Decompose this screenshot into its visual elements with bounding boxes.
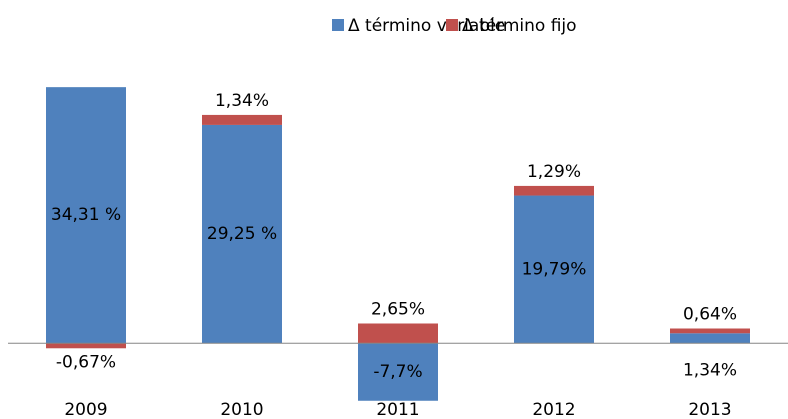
data-label: 1,29% [527, 162, 581, 182]
data-label: 1,34% [215, 91, 269, 111]
x-tick-label: 2012 [532, 400, 575, 419]
bar-segment [46, 87, 126, 344]
data-label: 1,34% [683, 360, 737, 380]
bar-segment [202, 114, 282, 125]
bar-segment [514, 195, 594, 344]
legend-swatch [446, 19, 458, 31]
data-label: -7,7% [373, 362, 422, 382]
x-tick-label: 2010 [220, 400, 263, 419]
data-label: 19,79% [522, 259, 587, 279]
data-label: 0,64% [683, 304, 737, 324]
bar-segment [670, 333, 750, 344]
x-tick-label: 2011 [376, 400, 419, 419]
legend-label: Δ término fijo [462, 16, 577, 36]
data-label: -0,67% [56, 352, 116, 372]
data-label: 34,31 % [51, 205, 121, 225]
bar-segment [202, 124, 282, 344]
x-tick-label: 2009 [64, 400, 107, 419]
data-label: 2,65% [371, 299, 425, 319]
bar-segment [358, 343, 438, 401]
bar-segment [46, 343, 126, 349]
x-tick-label: 2013 [688, 400, 731, 419]
bar-segment [358, 323, 438, 344]
bar-segment [670, 328, 750, 334]
legend-label: Δ término variable [348, 16, 505, 36]
bar-segment [514, 185, 594, 196]
data-label: 29,25 % [207, 224, 277, 244]
legend-swatch [332, 19, 344, 31]
